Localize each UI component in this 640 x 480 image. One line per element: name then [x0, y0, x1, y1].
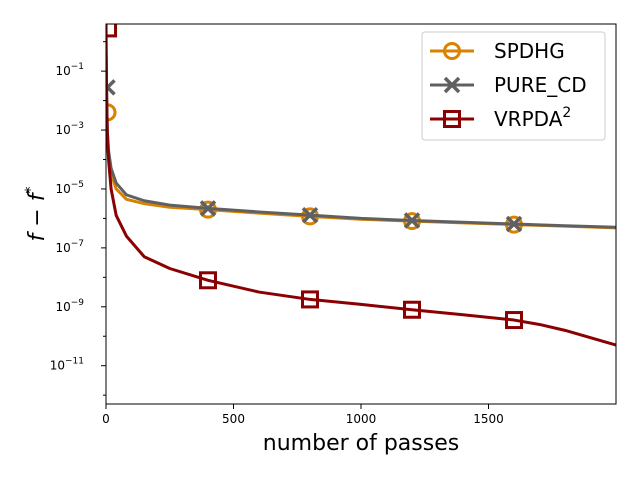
y-tick-label: 10−9	[55, 298, 84, 314]
x-marker-stroke	[403, 212, 421, 229]
x-marker-stroke	[505, 215, 523, 233]
series-layer	[106, 24, 616, 347]
legend-label-main: PURE_CD	[494, 73, 587, 97]
legend-label-main: VRPDA	[494, 107, 563, 131]
y-tick-base: 10	[55, 182, 70, 196]
series-line-vrpda2	[106, 24, 616, 347]
series-marker-vrpda2	[199, 271, 217, 290]
y-tick-base: 10	[55, 64, 70, 78]
legend-label-vrpda2: VRPDA2	[494, 105, 571, 131]
y-tick-exponent: −1	[71, 62, 84, 72]
y-tick-label: 10−7	[55, 239, 84, 255]
x-tick-label: 1000	[346, 412, 377, 426]
x-marker-stroke	[301, 206, 319, 224]
y-axis-label-sup: *	[23, 187, 39, 194]
series-marker-vrpda2	[106, 24, 118, 38]
legend-marker-spdhg	[443, 42, 461, 60]
series-marker-vrpda2	[505, 311, 523, 330]
legend-label-sup: 2	[562, 105, 571, 121]
y-tick-label: 10−11	[50, 357, 84, 373]
y-tick-base: 10	[55, 123, 70, 137]
y-tick-base: 10	[50, 359, 65, 373]
series-marker-pure-cd	[505, 215, 523, 233]
y-tick-label: 10−1	[55, 62, 84, 78]
x-marker-stroke	[443, 76, 461, 94]
y-axis-ticks: 10−110−310−510−710−910−11	[50, 41, 106, 396]
x-tick-label: 0	[102, 412, 110, 426]
x-marker-stroke	[199, 200, 217, 217]
y-tick-exponent: −3	[71, 121, 84, 131]
legend-label-spdhg: SPDHG	[494, 39, 565, 63]
legend-label-main: SPDHG	[494, 39, 565, 63]
x-tick-label: 1500	[473, 412, 504, 426]
x-axis-label: number of passes	[263, 431, 459, 456]
series-marker-pure-cd	[199, 200, 217, 217]
y-tick-exponent: −11	[65, 357, 84, 367]
legend-marker-pure-cd	[443, 76, 461, 94]
y-tick-base: 10	[55, 300, 70, 314]
legend: SPDHG PURE_CD VRPDA2	[421, 31, 606, 141]
legend-marker-vrpda2	[443, 110, 461, 128]
y-tick-exponent: −5	[71, 180, 84, 190]
series-marker-pure-cd	[403, 212, 421, 229]
y-tick-exponent: −7	[71, 239, 84, 249]
y-axis-label: f − f*	[23, 187, 50, 242]
y-tick-base: 10	[55, 241, 70, 255]
y-tick-label: 10−5	[55, 180, 84, 196]
y-tick-label: 10−3	[55, 121, 84, 137]
y-axis-label-main: f − f	[25, 190, 50, 241]
legend-label-pure-cd: PURE_CD	[494, 73, 587, 97]
x-tick-label: 500	[222, 412, 245, 426]
series-marker-vrpda2	[403, 300, 421, 319]
y-tick-exponent: −9	[71, 298, 85, 308]
series-marker-pure-cd	[301, 206, 319, 224]
legend-box	[421, 31, 606, 141]
x-axis-ticks: 0 500 1000 1500	[102, 404, 504, 426]
series-marker-vrpda2	[301, 290, 319, 309]
